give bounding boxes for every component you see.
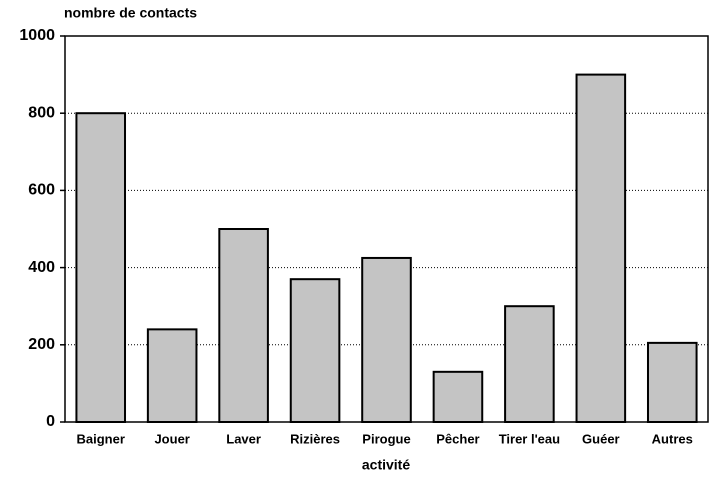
bar [361, 256, 412, 424]
bar [146, 328, 198, 423]
x-tick-label: Laver [226, 431, 261, 446]
bar [504, 305, 555, 424]
bar [218, 228, 269, 423]
x-tick-label: Autres [652, 431, 693, 446]
x-tick-label: Pirogue [362, 431, 410, 446]
y-tick-label: 600 [28, 182, 55, 199]
bar [575, 73, 627, 423]
y-tick-label: 200 [28, 336, 55, 353]
y-tick-label: 0 [46, 413, 55, 430]
bar [432, 370, 484, 424]
y-tick-label: 1000 [19, 27, 55, 44]
x-tick-label: Pêcher [436, 431, 479, 446]
x-tick-label: Baigner [77, 431, 125, 446]
y-tick-label: 400 [28, 259, 55, 276]
y-tick-label: 800 [28, 104, 55, 121]
x-tick-label: Jouer [154, 431, 189, 446]
x-tick-label: Guéer [582, 431, 620, 446]
y-axis-label: nombre de contacts [64, 5, 197, 21]
bar [289, 278, 341, 423]
x-tick-label: Rizières [290, 431, 340, 446]
x-axis-label: activité [362, 457, 410, 473]
x-tick-label: Tirer l'eau [499, 431, 560, 446]
bar [646, 341, 698, 423]
bar [75, 112, 127, 423]
